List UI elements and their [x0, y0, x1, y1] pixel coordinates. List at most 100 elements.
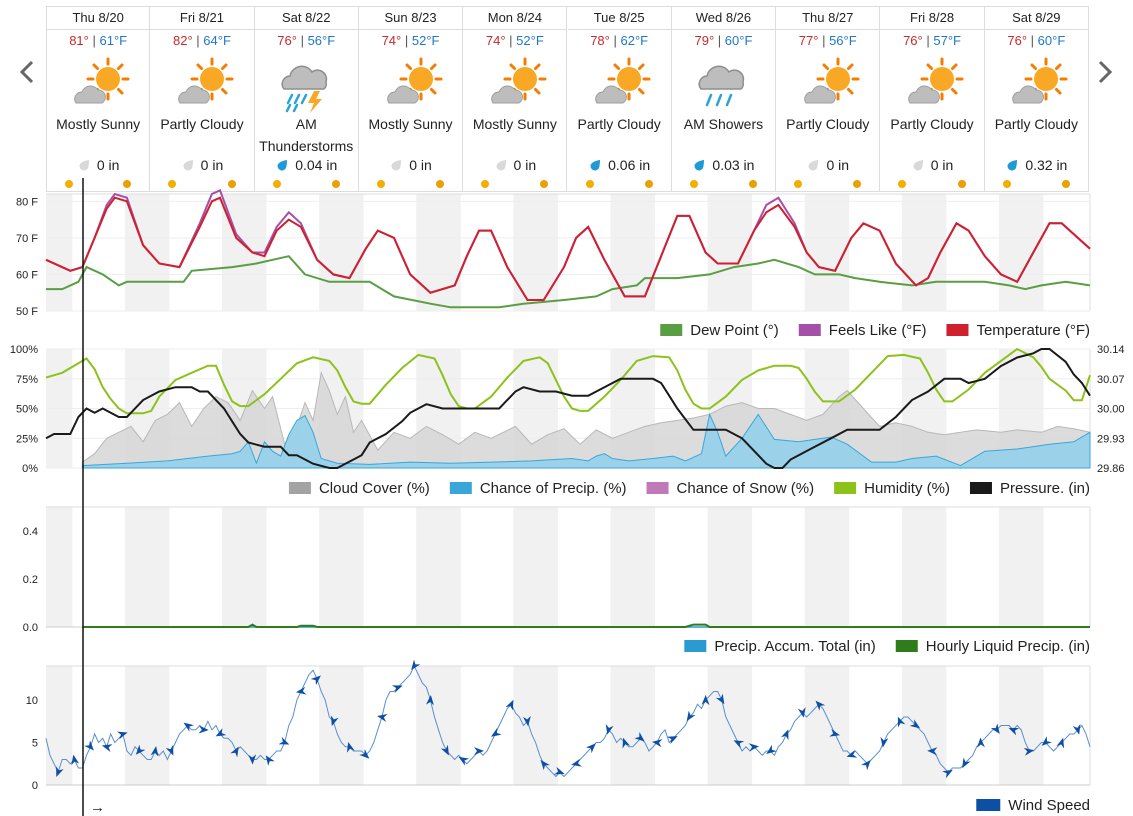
condition-text: AM Showers: [683, 116, 764, 132]
precip-amount-value: 0 in: [826, 157, 850, 173]
day-column[interactable]: Thu 8/20 81° | 61°F Mostly Sunny 0 in: [46, 7, 151, 191]
sunset-icon: [227, 180, 236, 188]
day-temperatures: 76° | 60°F: [985, 33, 1088, 48]
condition-text: Mostly Sunny: [368, 116, 453, 132]
wind-arrow: [897, 716, 906, 728]
condition-text: Partly Cloudy: [786, 116, 870, 132]
wind-arrow: [622, 737, 631, 749]
sunset-icon: [1061, 180, 1070, 188]
day-column[interactable]: Sat 8/29 76° | 60°F Partly Cloudy 0.32 i…: [984, 7, 1089, 191]
sun-times: [47, 178, 149, 188]
partly-cloudy-icon: [803, 57, 860, 104]
day-header-divider: [47, 29, 150, 30]
day-column[interactable]: Wed 8/26 79° | 60°F AM Showers 0.03 in: [671, 7, 777, 191]
wind-arrow: [1041, 736, 1052, 746]
y-tick-label: 0: [32, 780, 38, 792]
sunset-icon: [853, 180, 862, 188]
low-temp: 61°F: [99, 33, 128, 48]
wind-arrow: [990, 723, 1000, 734]
wind-arrow: [278, 736, 290, 745]
wind-arrow: [605, 724, 614, 735]
wind-arrow: [1056, 737, 1065, 749]
precip-amount-value: 0 in: [200, 157, 224, 173]
partly-cloudy-icon: [178, 57, 234, 104]
day-column[interactable]: Thu 8/27 77° | 56°F Partly Cloudy 0 in: [776, 7, 881, 191]
wind-arrow: [748, 743, 760, 752]
day-column[interactable]: Fri 8/28 76° | 57°F Partly Cloudy 0 in: [880, 7, 985, 191]
day-header-divider: [671, 29, 776, 30]
sun-times: [568, 178, 671, 188]
previous-days-button[interactable]: [10, 52, 40, 92]
day-column[interactable]: Tue 8/25 78° | 62°F Partly Cloudy 0.06 i…: [567, 7, 672, 191]
night-band: [901, 666, 947, 785]
legend-label: Chance of Precip. (%): [480, 480, 627, 497]
day-temperatures: 79° | 60°F: [672, 33, 775, 48]
y-tick-label: 60 F: [16, 269, 38, 281]
sunset-icon: [644, 180, 653, 188]
sunrise-icon: [481, 180, 490, 188]
sunset-icon: [540, 180, 549, 188]
day-column[interactable]: Fri 8/21 82° | 64°F Partly Cloudy 0 in: [150, 7, 255, 191]
night-band: [124, 507, 170, 627]
raindrop-icon: [588, 157, 608, 173]
precip-amount-value: 0 in: [409, 157, 432, 173]
temp-separator: |: [1030, 33, 1038, 48]
wind-arrow: [359, 748, 370, 759]
high-temp: 79°: [694, 33, 715, 48]
day-header-divider: [254, 29, 358, 30]
high-temp: 77°: [798, 33, 819, 48]
night-band: [124, 666, 170, 785]
y-tick-label: 0.2: [23, 574, 38, 586]
day-column[interactable]: Sun 8/23 74° | 52°F Mostly Sunny 0 in: [358, 7, 464, 191]
legend-label: Cloud Cover (%): [319, 480, 430, 497]
condition-text: Partly Cloudy: [160, 116, 244, 132]
day-header-divider: [150, 29, 254, 30]
sunset-icon: [436, 180, 445, 188]
wind-arrow: [829, 728, 840, 737]
night-band: [610, 666, 655, 785]
hourly-precip-line: [82, 623, 1090, 628]
precip-amount: 0.06 in: [568, 157, 671, 173]
precip-amount: 0 in: [359, 157, 462, 173]
wind-arrow: [666, 736, 678, 745]
sun-times: [985, 178, 1088, 188]
raindrop-icon: [77, 157, 97, 173]
high-temp: 76°: [277, 33, 297, 48]
legend-label: Wind Speed: [1008, 797, 1090, 814]
wind-arrow: [846, 750, 858, 758]
legend-swatch: [834, 482, 857, 494]
partly-cloudy-icon: [1012, 57, 1068, 104]
legend-swatch: [288, 482, 311, 494]
wind-arrow: [715, 693, 725, 705]
y-tick-label: 0.0: [23, 622, 38, 634]
night-band: [804, 666, 850, 785]
night-band: [46, 194, 73, 311]
partly-cloudy-icon: [595, 57, 651, 104]
legend-label: Pressure. (in): [1000, 480, 1090, 497]
day-column[interactable]: Mon 8/24 74° | 52°F Mostly Sunny 0 in: [463, 7, 568, 191]
day-header-divider: [880, 29, 984, 30]
day-header-divider: [984, 29, 1088, 30]
y-tick-label: 50 F: [16, 306, 38, 318]
high-temp: 76°: [903, 33, 923, 48]
sun-times: [255, 178, 358, 188]
night-band: [513, 666, 558, 785]
night-band: [804, 507, 850, 627]
sunset-icon: [957, 180, 966, 188]
low-temp: 56°F: [829, 33, 857, 48]
precip-amount: 0 in: [463, 157, 566, 173]
low-temp: 57°F: [933, 33, 961, 48]
next-days-button[interactable]: [1092, 52, 1122, 92]
night-band: [416, 507, 461, 627]
day-temperatures: 82° | 64°F: [150, 33, 253, 48]
precip-amount-value: 0.06 in: [608, 157, 651, 173]
wind-arrow: [346, 741, 355, 753]
dew-point-line: [46, 255, 1091, 309]
sun-times: [150, 178, 253, 188]
night-band: [901, 194, 947, 311]
sunrise-icon: [689, 180, 698, 188]
day-column[interactable]: Sat 8/22 76° | 56°F AM Thunderstorms 0.0…: [254, 7, 359, 191]
day-header-divider: [463, 29, 567, 30]
raindrop-icon: [275, 157, 295, 173]
low-temp: 64°F: [203, 33, 231, 48]
